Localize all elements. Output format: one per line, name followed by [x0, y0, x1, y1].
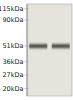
- y-tick-label: 27kDa: [2, 71, 23, 79]
- chart-container: 115kDa 90kDa 51kDa 36kDa 27kDa 20kDa: [0, 0, 73, 100]
- y-tick-label: 36kDa: [2, 58, 23, 66]
- y-tick-label: 115kDa: [0, 5, 24, 13]
- y-tick: [25, 8, 29, 9]
- y-tick-label: 90kDa: [2, 16, 23, 24]
- band: [52, 42, 70, 50]
- y-tick: [25, 88, 29, 89]
- y-tick-label: 51kDa: [2, 42, 23, 50]
- y-tick: [25, 45, 29, 46]
- blot-panel: [27, 4, 72, 96]
- y-tick: [25, 20, 29, 21]
- chart: 115kDa 90kDa 51kDa 36kDa 27kDa 20kDa: [0, 0, 73, 100]
- y-tick: [25, 74, 29, 75]
- band: [29, 42, 47, 50]
- y-tick-label: 20kDa: [2, 85, 23, 93]
- bands: [29, 42, 70, 50]
- y-tick: [25, 61, 29, 62]
- y-axis-line: [27, 4, 28, 96]
